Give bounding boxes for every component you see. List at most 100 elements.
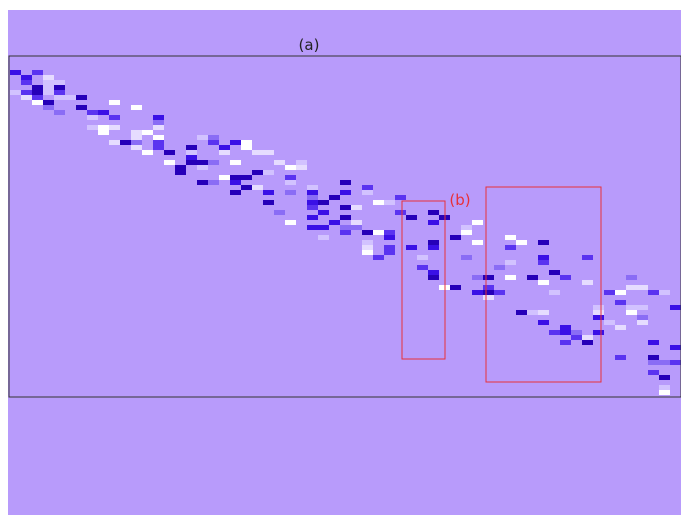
heatmap-cell — [43, 80, 54, 85]
heatmap-cell — [10, 70, 21, 75]
heatmap-cell — [285, 180, 296, 185]
heatmap-cell — [549, 290, 560, 295]
heatmap-cell — [252, 185, 263, 190]
heatmap-cell — [131, 145, 142, 150]
page: (a) (b) (() => { const data = JSON.parse… — [0, 0, 681, 515]
heatmap-cell — [131, 135, 142, 140]
heatmap-cell — [560, 330, 571, 335]
heatmap-cell — [659, 390, 670, 395]
heatmap-cell — [494, 265, 505, 270]
heatmap-cell — [626, 285, 637, 290]
heatmap-cell — [43, 75, 54, 80]
heatmap-cell — [560, 325, 571, 330]
heatmap-cell — [483, 295, 494, 300]
heatmap-cell — [626, 275, 637, 280]
heatmap-cell — [208, 160, 219, 165]
heatmap-cell — [329, 220, 340, 225]
heatmap-cell — [461, 255, 472, 260]
heatmap-cell — [307, 190, 318, 195]
heatmap-cell — [43, 105, 54, 110]
heatmap-cell — [483, 275, 494, 280]
heatmap-cell — [153, 145, 164, 150]
heatmap-cell — [428, 210, 439, 215]
heatmap-cell — [505, 235, 516, 240]
heatmap-cell — [186, 160, 197, 165]
heatmap-cell — [318, 210, 329, 215]
heatmap-cell — [230, 175, 241, 180]
heatmap-cell — [428, 245, 439, 250]
heatmap-cell — [153, 135, 164, 140]
heatmap-cell — [76, 105, 87, 110]
heatmap-cell — [362, 250, 373, 255]
heatmap-cell — [494, 290, 505, 295]
heatmap-cell — [428, 220, 439, 225]
heatmap-cell — [98, 125, 109, 130]
heatmap-cell — [395, 195, 406, 200]
heatmap-cell — [582, 335, 593, 340]
heatmap-cell — [670, 345, 681, 350]
heatmap-cell — [637, 305, 648, 310]
heatmap-cell — [582, 340, 593, 345]
heatmap-cell — [87, 115, 98, 120]
heatmap-cell — [549, 270, 560, 275]
heatmap-cell — [340, 230, 351, 235]
heatmap-cell — [98, 110, 109, 115]
heatmap-cell — [219, 175, 230, 180]
heatmap-cell — [483, 285, 494, 290]
heatmap-cell — [109, 140, 120, 145]
heatmap-cell — [307, 195, 318, 200]
heatmap-cell — [538, 320, 549, 325]
heatmap-cell — [527, 310, 538, 315]
heatmap-cell — [186, 145, 197, 150]
heatmap-cell — [472, 220, 483, 225]
heatmap-cell — [395, 210, 406, 215]
heatmap-cell — [32, 70, 43, 75]
heatmap-cell — [43, 100, 54, 105]
heatmap-cell — [186, 155, 197, 160]
heatmap-cell — [54, 80, 65, 85]
heatmap-cell — [241, 140, 252, 145]
heatmap-cell — [153, 125, 164, 130]
heatmap-cell — [164, 160, 175, 165]
heatmap-cell — [197, 180, 208, 185]
heatmap-cell — [175, 170, 186, 175]
heatmap-cell — [274, 160, 285, 165]
heatmap-cell — [626, 305, 637, 310]
heatmap-cell — [98, 130, 109, 135]
heatmap-cell — [285, 165, 296, 170]
heatmap-cell — [450, 235, 461, 240]
heatmap-cell — [527, 275, 538, 280]
heatmap-cell — [626, 310, 637, 315]
heatmap-cell — [593, 310, 604, 315]
heatmap-cell — [560, 340, 571, 345]
heatmap-cell — [615, 355, 626, 360]
heatmap-cell — [340, 205, 351, 210]
heatmap-cell — [109, 125, 120, 130]
heatmap-cell — [593, 315, 604, 320]
heatmap-cell — [373, 255, 384, 260]
heatmap-cell — [21, 95, 32, 100]
heatmap-cell — [153, 140, 164, 145]
heatmap-cell — [461, 230, 472, 235]
heatmap-cell — [54, 85, 65, 90]
heatmap-cell — [560, 275, 571, 280]
heatmap-cell — [538, 310, 549, 315]
heatmap-cell — [362, 185, 373, 190]
heatmap-cell — [142, 150, 153, 155]
heatmap-cell — [648, 355, 659, 360]
heatmap-cell — [131, 105, 142, 110]
heatmap-cell — [406, 245, 417, 250]
heatmap-cell — [582, 280, 593, 285]
heatmap-cell — [362, 240, 373, 245]
heatmap-cell — [417, 255, 428, 260]
heatmap-cell — [384, 235, 395, 240]
heatmap-cell — [54, 110, 65, 115]
heatmap-cell — [87, 125, 98, 130]
heatmap-cell — [659, 375, 670, 380]
heatmap-cell — [208, 180, 219, 185]
heatmap-cell — [307, 200, 318, 205]
heatmap-cell — [197, 165, 208, 170]
heatmap-cell — [571, 330, 582, 335]
heatmap-cell — [208, 140, 219, 145]
heatmap-cell — [615, 300, 626, 305]
